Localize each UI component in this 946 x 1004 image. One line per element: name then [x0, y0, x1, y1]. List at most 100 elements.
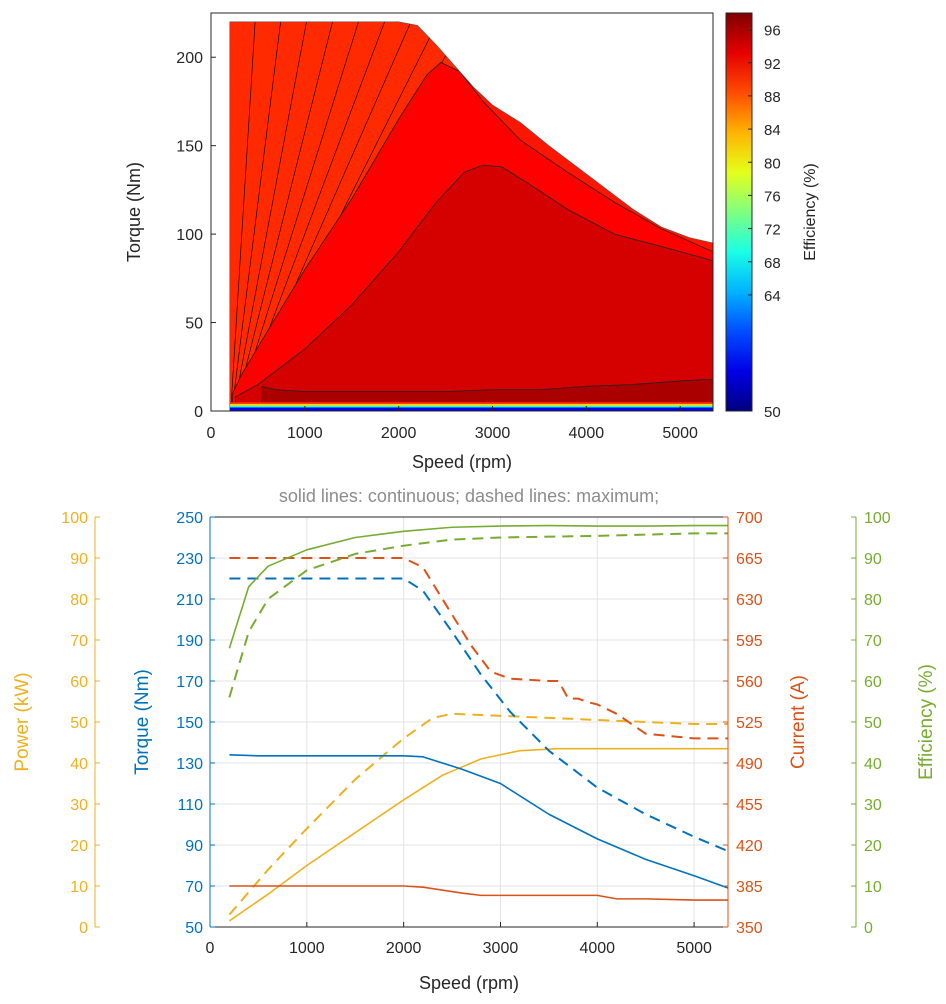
power-tick-label: 50 — [70, 715, 88, 732]
contour-line — [234, 21, 333, 411]
current-tick-label: 595 — [736, 633, 763, 650]
colorbar-label: Efficiency (%) — [802, 163, 819, 261]
colorbar-tick-label: 92 — [764, 56, 781, 73]
current-tick-label: 525 — [736, 715, 763, 732]
current-tick-label: 420 — [736, 838, 763, 855]
power-tick-label: 80 — [70, 592, 88, 609]
power-tick-label: 60 — [70, 674, 88, 691]
current-tick-label: 630 — [736, 592, 763, 609]
torque-tick-label: 250 — [176, 510, 203, 527]
efficiency-tick-label: 0 — [864, 920, 873, 937]
y-tick-label: 0 — [194, 404, 203, 421]
torque-tick-label: 70 — [185, 879, 203, 896]
efficiency-tick-label: 70 — [864, 633, 882, 650]
x-tick-label: 1000 — [289, 940, 325, 957]
x-tick-label: 2000 — [386, 940, 422, 957]
chart-title: solid lines: continuous; dashed lines: m… — [279, 486, 659, 506]
current-tick-label: 350 — [736, 920, 763, 937]
current-tick-label: 560 — [736, 674, 763, 691]
colorbar — [725, 12, 753, 412]
current-tick-label: 455 — [736, 797, 763, 814]
efficiency-map-chart: 0 1000 2000 3000 4000 5000 0 50 100 150 200 Speed (… — [124, 12, 819, 472]
contour-line — [231, 21, 281, 411]
power-tick-label: 90 — [70, 551, 88, 568]
colorbar-tick-label: 64 — [764, 288, 781, 305]
colorbar-tick-label: 72 — [764, 222, 781, 239]
x-tick-label: 0 — [207, 425, 216, 442]
current-tick-label: 385 — [736, 879, 763, 896]
power-tick-label: 30 — [70, 797, 88, 814]
x-axis-label: Speed (rpm) — [412, 452, 512, 472]
x-axis-label: Speed (rpm) — [419, 973, 519, 993]
current-axis-label: Current (A) — [788, 675, 809, 769]
power-tick-label: 70 — [70, 633, 88, 650]
torque-tick-label: 190 — [176, 633, 203, 650]
current-tick-label: 665 — [736, 551, 763, 568]
y-tick-label: 150 — [176, 139, 203, 156]
power-solid-line — [228, 747, 728, 922]
x-tick-label: 2000 — [381, 425, 417, 442]
torque-tick-label: 170 — [176, 674, 203, 691]
x-tick-label: 3000 — [483, 940, 519, 957]
torque-tick-label: 90 — [185, 838, 203, 855]
efficiency-tick-label: 100 — [864, 510, 891, 527]
torque-solid-line — [229, 754, 729, 889]
power-tick-label: 20 — [70, 838, 88, 855]
colorbar-tick-label: 88 — [764, 89, 781, 106]
colorbar-tick-label: 96 — [764, 23, 781, 40]
y-tick-label: 100 — [176, 227, 203, 244]
power-tick-label: 100 — [61, 510, 88, 527]
x-tick-label: 4000 — [569, 425, 605, 442]
efficiency-fill-layer — [229, 21, 713, 411]
efficiency-tick-label: 60 — [864, 674, 882, 691]
power-dashed-line — [228, 712, 728, 916]
x-tick-label: 5000 — [676, 940, 712, 957]
current-solid-line — [229, 885, 728, 901]
performance-curves-chart: solid lines: continuous; dashed lines: m… — [12, 486, 937, 993]
torque-tick-label: 50 — [185, 920, 203, 937]
efficiency-solid-line — [228, 524, 728, 649]
contour-line — [233, 21, 307, 411]
colorbar-tick-label: 84 — [764, 122, 781, 139]
efficiency-tick-label: 90 — [864, 551, 882, 568]
efficiency-tick-label: 80 — [864, 592, 882, 609]
colorbar-tick-label: 80 — [764, 155, 781, 172]
x-tick-label: 3000 — [475, 425, 511, 442]
power-tick-label: 40 — [70, 756, 88, 773]
y-tick-label: 50 — [185, 316, 203, 333]
torque-tick-label: 110 — [177, 797, 203, 814]
x-tick-label: 4000 — [579, 940, 615, 957]
efficiency-tick-label: 40 — [864, 756, 882, 773]
torque-dashed-line — [229, 577, 729, 853]
efficiency-tick-label: 10 — [864, 879, 882, 896]
colorbar-tick-label: 76 — [764, 188, 781, 205]
power-tick-label: 10 — [70, 879, 88, 896]
x-tick-label: 0 — [206, 940, 215, 957]
torque-tick-label: 130 — [176, 756, 203, 773]
power-tick-label: 0 — [79, 920, 88, 937]
x-tick-label: 1000 — [287, 425, 323, 442]
efficiency-tick-label: 50 — [864, 715, 882, 732]
contour-line — [236, 21, 359, 411]
y-axis-label: Torque (Nm) — [124, 162, 144, 262]
current-tick-label: 490 — [736, 756, 763, 773]
torque-tick-label: 150 — [176, 715, 203, 732]
colorbar-tick-label: 50 — [764, 404, 781, 421]
torque-tick-label: 210 — [176, 592, 203, 609]
map-axes-box — [210, 12, 714, 412]
colorbar-tick-label: 68 — [764, 255, 781, 272]
efficiency-contour-region — [234, 164, 713, 411]
current-tick-label: 700 — [736, 510, 763, 527]
power-axis-label: Power (kW) — [12, 672, 33, 771]
x-tick-label: 5000 — [662, 425, 698, 442]
current-dashed-line — [229, 557, 728, 740]
low-torque-band — [229, 407, 713, 411]
contour-line — [230, 21, 256, 411]
efficiency-tick-label: 20 — [864, 838, 882, 855]
torque-axis-label: Torque (Nm) — [132, 669, 153, 775]
max-torque-envelope — [229, 21, 714, 412]
torque-tick-label: 230 — [176, 551, 203, 568]
y-tick-label: 200 — [176, 50, 203, 67]
